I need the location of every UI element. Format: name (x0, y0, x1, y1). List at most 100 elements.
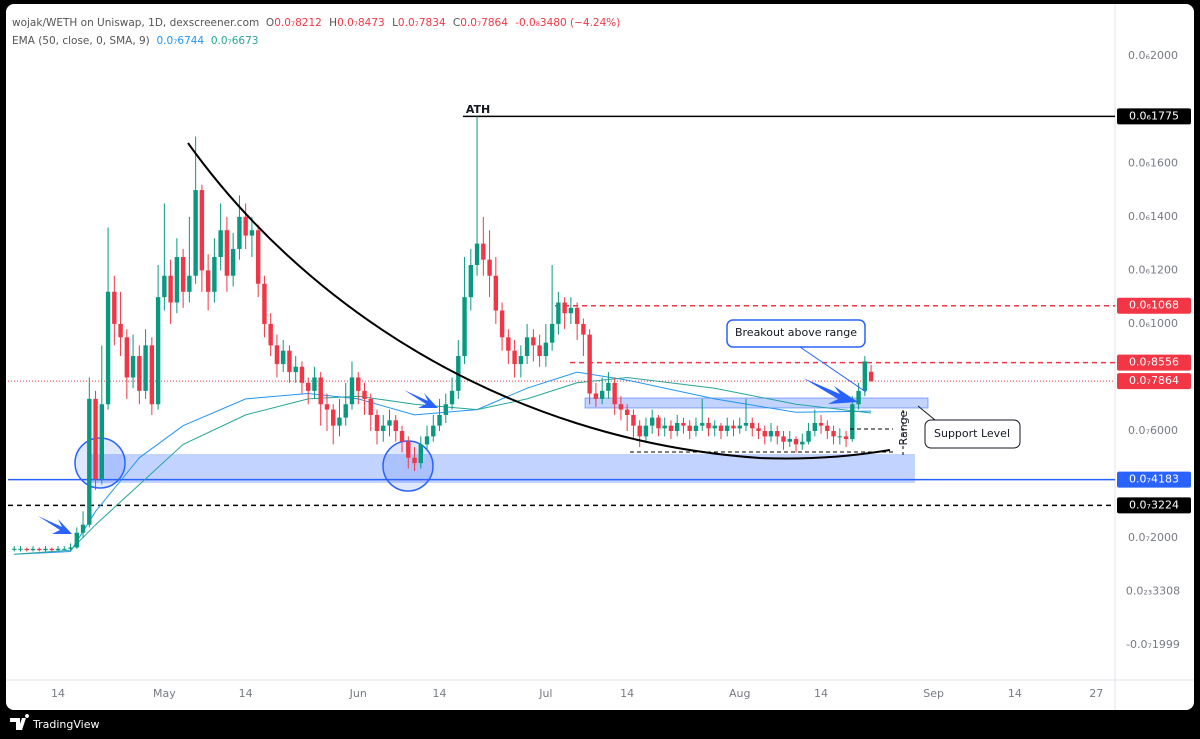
callout-box (726, 319, 866, 348)
y-tick-label: 0.0₆1400 (1128, 210, 1178, 223)
candle-body (631, 414, 636, 426)
candle-body (474, 243, 480, 266)
x-tick-label: 14 (1008, 687, 1022, 700)
arrow (38, 516, 72, 534)
ohlc-value: 0.0₇8212 (274, 17, 322, 29)
candle-body (837, 436, 843, 438)
candle-body (243, 216, 248, 236)
candle-body (318, 377, 323, 405)
candle-body (174, 256, 180, 303)
candle-body (737, 425, 742, 429)
candle-body (43, 548, 48, 551)
candle-body (280, 350, 286, 365)
candle-body (205, 270, 211, 292)
candle-body (581, 323, 586, 335)
candle-body (343, 404, 348, 418)
candle-body (812, 422, 817, 432)
candle-body (406, 441, 411, 458)
candle-body (762, 431, 767, 437)
candle-body (606, 382, 611, 391)
callout-box (924, 419, 1021, 449)
x-tick-label: 14 (814, 687, 828, 700)
candle-body (124, 337, 130, 378)
change: -0.0₈3480 (−4.24%) (515, 17, 621, 29)
candle-body (449, 390, 455, 405)
candle-body (199, 190, 205, 271)
x-tick-label: 14 (433, 687, 447, 700)
logo (10, 714, 30, 730)
candle-body (212, 256, 217, 292)
candle-body (543, 342, 549, 357)
candle-body (337, 417, 342, 426)
candle-body (862, 361, 868, 391)
x-tick-label: 14 (620, 687, 634, 700)
candle-body (818, 422, 824, 426)
ohlc-value: 0.0₇8473 (337, 17, 385, 29)
x-tick-label: 27 (1089, 687, 1103, 700)
ohlc-key: C (452, 17, 461, 29)
candle-body (105, 291, 111, 405)
candle-body (230, 248, 236, 276)
price-label: 0.0₇7864 (1129, 374, 1179, 387)
axes: 0.0₆2000 0.0₆1600 0.0₆1400 0.0₆1200 0.0₆1000… (51, 49, 1191, 700)
candle-body (431, 425, 436, 437)
candle-body (725, 425, 730, 432)
indicator-value: 0.0₇6673 (210, 35, 259, 47)
candle-body (531, 337, 536, 346)
ema-line (14, 376, 872, 555)
candle-body (437, 414, 442, 426)
candle-body (693, 425, 699, 432)
range-top-zone (584, 397, 929, 409)
candle-body (468, 265, 474, 298)
trend-curve (187, 142, 891, 460)
candle-body (781, 436, 786, 442)
candle-body (562, 302, 567, 314)
candle-body (612, 382, 617, 405)
candle-body (731, 425, 736, 429)
candle-body (568, 307, 574, 314)
price-label-bg (1117, 497, 1191, 514)
arrow (803, 378, 858, 404)
candle-body (356, 377, 361, 391)
candle-body (255, 230, 261, 284)
price-label-bg (1117, 297, 1191, 314)
candle-body (456, 356, 461, 391)
candle-body (224, 230, 230, 276)
candle-body (825, 425, 830, 432)
y-tick-label: 0.0₆1200 (1128, 263, 1178, 276)
candle-body (137, 356, 142, 391)
candle-body (368, 398, 373, 415)
candle-body (756, 428, 761, 432)
candle-body (412, 457, 417, 464)
candle-body (62, 548, 67, 550)
candle-body (856, 390, 861, 405)
y-tick-label: 0.0₇6000 (1128, 424, 1178, 437)
legend-row: wojak/WETH on Uniswap, 1D, dexscreener.c… (12, 14, 624, 32)
candle-body (87, 398, 92, 525)
candle-body (843, 436, 849, 440)
candle-body (274, 345, 280, 365)
candle-body (262, 283, 267, 324)
candle-body (700, 422, 705, 426)
x-tick-label: 14 (239, 687, 253, 700)
candle-body (187, 275, 192, 292)
candle-body (499, 310, 505, 338)
candle-body (112, 291, 117, 324)
candle-body (299, 366, 305, 383)
candle-body (74, 532, 79, 548)
candle-body (750, 422, 755, 429)
candle-body (155, 297, 161, 405)
legend: wojak/WETH on Uniswap, 1D, dexscreener.c… (12, 14, 624, 50)
candle-body (806, 431, 811, 442)
candle-body (524, 337, 530, 357)
arrow (404, 390, 438, 408)
candle-body (718, 425, 724, 432)
candle-body (574, 307, 580, 324)
candle-body (481, 243, 486, 260)
range-label: Range (897, 410, 910, 445)
candle-body (80, 524, 86, 533)
price-label: 0.0₇8556 (1129, 356, 1179, 369)
x-tick-label: May (153, 687, 176, 700)
candle-body (506, 337, 511, 351)
